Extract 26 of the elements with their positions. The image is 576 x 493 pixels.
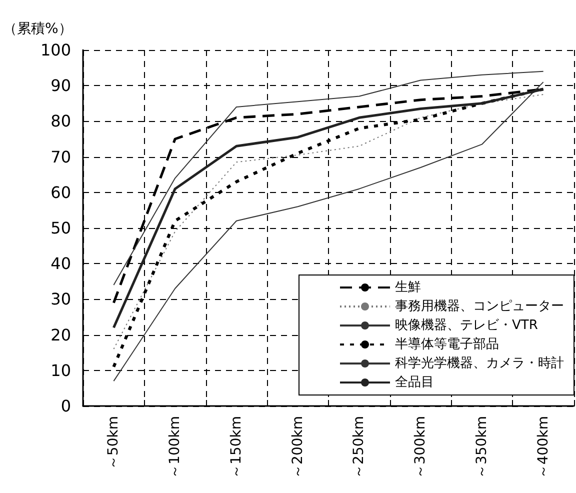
x-tick-label: ～100km xyxy=(167,416,184,478)
x-tick-label: ～250km xyxy=(351,416,368,478)
y-tick-label: 40 xyxy=(50,254,71,274)
y-tick-label: 20 xyxy=(50,325,71,344)
y-tick-label: 80 xyxy=(50,112,71,131)
legend-label: 生鮮 xyxy=(395,280,421,295)
legend-label: 半導体等電子部品 xyxy=(395,337,499,352)
x-tick-label: ～400km xyxy=(535,416,552,478)
x-tick-label: ～300km xyxy=(412,416,429,478)
legend-label: 映像機器、テレビ・VTR xyxy=(395,318,538,333)
legend-label: 全品目 xyxy=(395,375,434,390)
y-tick-label: 30 xyxy=(50,290,71,309)
y-tick-label: 100 xyxy=(40,40,71,60)
x-tick-label: ～150km xyxy=(228,416,244,478)
legend-label: 事務用機器、コンピューター xyxy=(395,299,564,314)
y-tick-label: 90 xyxy=(50,76,71,96)
y-tick-label: 70 xyxy=(50,147,71,166)
x-tick-label: ～200km xyxy=(290,416,306,478)
y-tick-label: 10 xyxy=(50,360,71,380)
x-tick-label: ～350km xyxy=(474,416,490,478)
y-axis-title: （累積%） xyxy=(3,21,72,37)
y-tick-label: 60 xyxy=(50,182,71,202)
y-tick-label: 0 xyxy=(60,396,71,416)
legend-label: 科学光学機器、カメラ・時計 xyxy=(395,356,564,371)
x-tick-label: ～50km xyxy=(106,416,122,470)
y-tick-label: 50 xyxy=(50,218,71,238)
